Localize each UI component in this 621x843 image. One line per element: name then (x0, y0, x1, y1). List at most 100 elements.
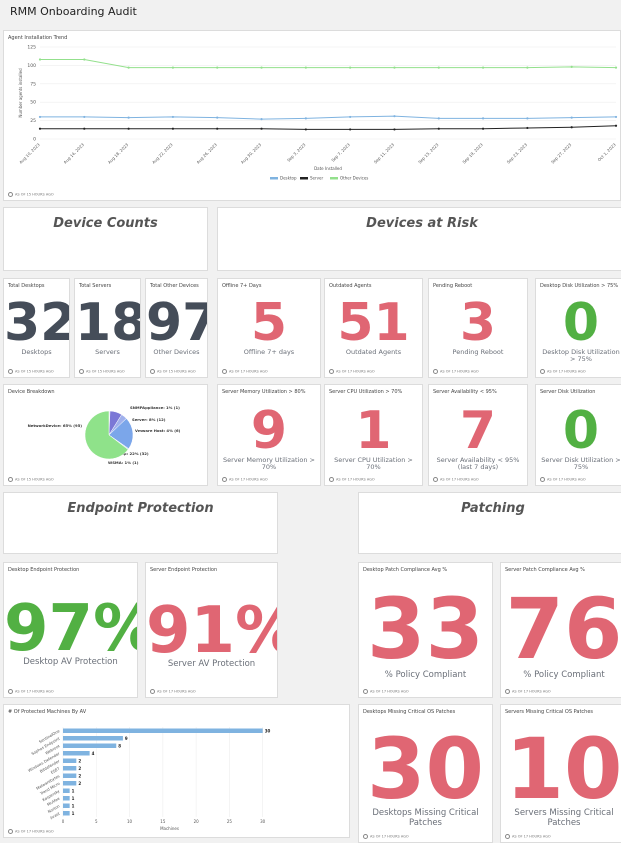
bar (63, 811, 70, 816)
point (526, 66, 529, 69)
x-tick-label: Sep 11, 2023 (373, 142, 396, 165)
tile-footer: AS OF 17 HOURS AGO (505, 689, 551, 694)
metric-caption: % Policy Compliant (523, 670, 605, 680)
metric-caption: Desktop Disk Utilization > 75% (542, 348, 620, 364)
metric-tile: Servers Missing Critical OS Patches 10 Ser… (500, 704, 621, 843)
point (393, 115, 396, 118)
point (38, 58, 42, 61)
metric-caption: Server Memory Utilization > 70% (223, 456, 315, 472)
bar-value-label: 4 (92, 751, 95, 756)
x-tick-label: Aug 30, 2023 (240, 142, 263, 165)
tile-footer: AS OF 15 HOURS AGO (8, 369, 54, 374)
metric-value: 97% (4, 592, 137, 666)
legend-label: Other Devices (340, 176, 368, 181)
point (481, 127, 485, 130)
point (481, 117, 485, 120)
chart-footer: AS OF 17 HOURS AGO (8, 829, 54, 834)
tile-footer: AS OF 17 HOURS AGO (150, 689, 196, 694)
tile-title: Desktop Disk Utilization > 75% (540, 283, 619, 289)
bar-value-label: 2 (78, 781, 81, 786)
bar (63, 743, 117, 748)
tile-title: Servers Missing Critical OS Patches (505, 709, 594, 715)
point (216, 116, 219, 119)
tile-footer: AS OF 17 HOURS AGO (363, 689, 409, 694)
point (304, 66, 307, 69)
metric-caption: Outdated Agents (345, 348, 402, 356)
bar (63, 736, 123, 741)
point (614, 124, 618, 127)
y-tick-label: 125 (27, 45, 36, 51)
metric-tile: Desktops Missing Critical OS Patches 30 De… (358, 704, 493, 843)
tile-footer: AS OF 17 HOURS AGO (540, 369, 586, 374)
tile-title: Pending Reboot (433, 283, 473, 289)
x-tick-label: Oct 1, 2023 (597, 142, 617, 162)
tile-title: Total Desktops (8, 283, 45, 289)
point (393, 66, 396, 69)
metric-tile: Desktop Disk Utilization > 75% 0 Desktop D… (535, 278, 621, 378)
metric-caption: Server AV Protection (167, 659, 256, 669)
tile-title: Desktop Patch Compliance Avg % (363, 567, 448, 573)
metric-caption: Offline 7+ days (243, 348, 295, 356)
metric-value: 76 (505, 580, 621, 678)
bar (63, 728, 263, 733)
metric-tile: Desktop Endpoint Protection 97%Desktop AV… (3, 562, 138, 698)
x-axis-label: Date Installed (314, 166, 342, 171)
metric-tile: Server CPU Utilization > 70% 1 Server CPU … (324, 384, 423, 486)
tile-footer: AS OF 17 HOURS AGO (329, 477, 375, 482)
y-tick-label: 25 (30, 118, 36, 124)
bar-value-label: 1 (72, 803, 75, 808)
y-tick-label: 50 (30, 100, 36, 106)
tile-title: Server Availability < 95% (433, 389, 497, 395)
metric-value: 0 (562, 401, 600, 461)
y-tick-label: Avast (49, 811, 61, 821)
tile-title: Offline 7+ Days (222, 283, 262, 289)
point (260, 118, 263, 121)
point (38, 127, 42, 130)
point (481, 66, 485, 69)
x-tick-label: Aug 18, 2023 (107, 142, 130, 165)
tile-footer: AS OF 17 HOURS AGO (329, 369, 375, 374)
point (437, 66, 440, 69)
metric-caption: Server Disk Utilization > 75% (541, 456, 621, 472)
chart-title: Device Breakdown (8, 389, 55, 395)
point (83, 115, 86, 119)
metric-tile: Total Other Devices 97Other Devices AS OF … (145, 278, 208, 378)
pie-slice (84, 410, 129, 460)
legend-swatch (330, 177, 338, 180)
point (171, 127, 175, 130)
y-tick-label: 75 (30, 81, 36, 87)
metric-caption: Server Availability < 95% (last 7 days) (436, 456, 520, 472)
bar (63, 766, 77, 771)
y-tick-label: Norton (47, 803, 61, 814)
x-tick-label: 25 (227, 819, 233, 824)
point (437, 127, 440, 130)
chart-title: Agent Installation Trend (8, 35, 68, 41)
point (570, 126, 573, 129)
tile-footer: AS OF 17 HOURS AGO (433, 477, 479, 482)
x-tick-label: Sep 23, 2023 (506, 142, 529, 165)
tile-title: Server Disk Utilization (540, 389, 596, 395)
bar-value-label: 1 (72, 811, 75, 816)
slice-label: Vmware Host: 4% (6) (135, 428, 181, 433)
x-tick-label: 15 (160, 819, 166, 824)
slice-label: Server: 8% (12) (132, 417, 166, 422)
point (216, 66, 219, 69)
legend-label: Server (310, 176, 323, 181)
metric-tile: Total Servers 18 Servers AS OF 15 HOURS AGO (74, 278, 141, 378)
tile-footer: AS OF 17 HOURS AGO (540, 477, 586, 482)
metric-tile: Server Memory Utilization > 80% 9 Server M… (217, 384, 321, 486)
section-header: Devices at Risk (217, 207, 621, 271)
metric-tile: Total Desktops 32 Desktops AS OF 15 HOURS A… (3, 278, 70, 378)
metric-caption: Desktops Missing Critical Patches (372, 808, 479, 828)
legend-label: Desktop (280, 176, 297, 181)
x-tick-label: Sep 7, 2023 (330, 142, 351, 163)
tile-title: Server CPU Utilization > 70% (329, 389, 403, 395)
point (260, 66, 263, 69)
x-tick-label: 0 (62, 819, 65, 824)
point (38, 115, 42, 119)
point (526, 126, 529, 130)
tile-footer: AS OF 17 HOURS AGO (222, 477, 268, 482)
section-header: Device Counts (3, 207, 208, 271)
point (83, 127, 86, 130)
point (216, 127, 219, 130)
